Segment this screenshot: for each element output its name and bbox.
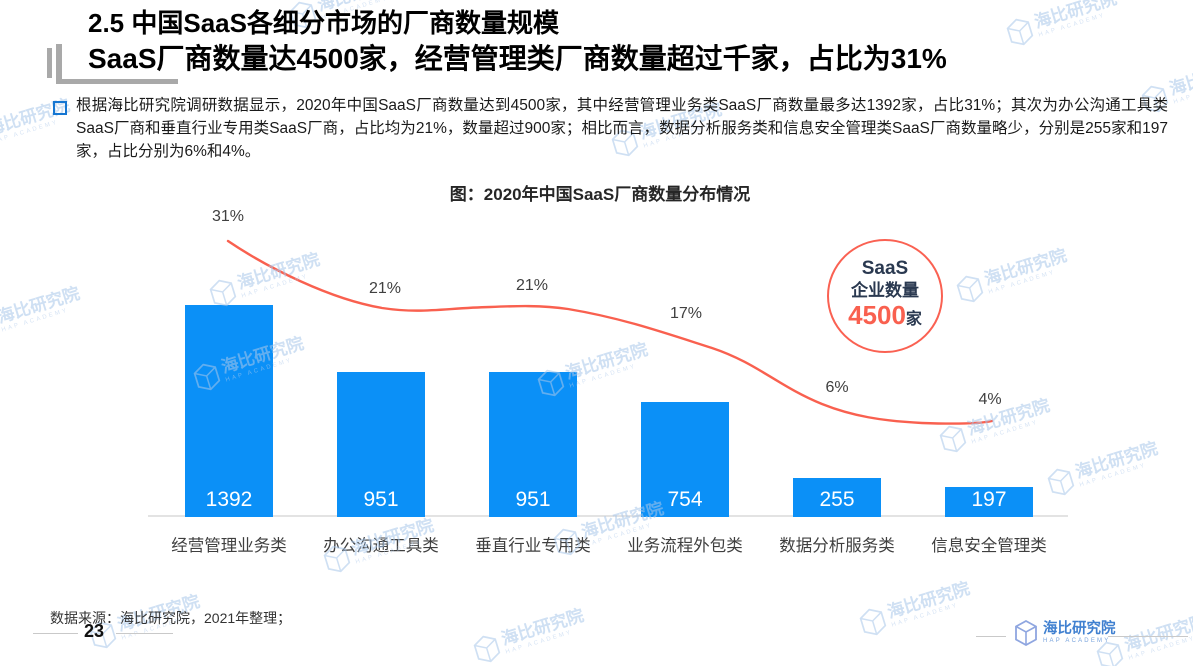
saas-total-badge: SaaS 企业数量 4500家 (827, 239, 943, 353)
bar-value-label: 255 (819, 488, 855, 511)
watermark-text: 海比研究院 (1073, 438, 1160, 482)
footer-logo-subtext: HAP ACADEMY (1043, 637, 1111, 644)
title-decoration-bar (56, 44, 62, 84)
watermark-text-block: 海比研究院 HAP ACADEMY (982, 245, 1071, 297)
watermark-subtext: HAP ACADEMY (1078, 462, 1148, 489)
percent-label: 21% (368, 280, 402, 297)
cube-logo-icon (1015, 620, 1037, 646)
watermark-text-block: 海比研究院 HAP ACADEMY (499, 605, 588, 657)
watermark-subtext: HAP ACADEMY (987, 269, 1057, 296)
category-label: 办公沟通工具类 (323, 537, 439, 555)
watermark-text: 海比研究院 (1167, 55, 1193, 99)
page-subtitle: SaaS厂商数量达4500家，经营管理类厂商数量超过千家，占比为31% (88, 43, 947, 74)
chart-title: 图：2020年中国SaaS厂商数量分布情况 (449, 185, 751, 204)
bar-value-label: 197 (971, 488, 1007, 511)
watermark-subtext: HAP ACADEMY (504, 629, 574, 656)
brand-watermark: 海比研究院 HAP ACADEMY (1003, 0, 1121, 49)
footer-logo-name: 海比研究院 (1043, 620, 1116, 637)
bar-value-label: 951 (363, 488, 399, 511)
bullet-square-icon (53, 101, 67, 115)
bar-3: 754 (641, 402, 729, 517)
footer-logo-text: 海比研究院 HAP ACADEMY (1043, 620, 1116, 645)
percent-label: 21% (515, 277, 549, 294)
watermark-subtext: HAP ACADEMY (1037, 12, 1107, 39)
watermark-subtext: HAP ACADEMY (0, 119, 60, 146)
badge-value-line: 4500家 (848, 301, 922, 334)
badge-line2: 企业数量 (851, 281, 919, 300)
brand-watermark: 海比研究院 HAP ACADEMY (856, 579, 974, 639)
brand-watermark: 海比研究院 HAP ACADEMY (470, 606, 588, 666)
page-number: 23 (84, 621, 105, 641)
bar-1: 951 (337, 372, 425, 517)
badge-value: 4500 (848, 300, 906, 330)
page-number-rule-right (116, 633, 173, 634)
watermark-text: 海比研究院 (982, 245, 1069, 289)
bar-4: 255 (793, 478, 881, 517)
bar-value-label: 951 (515, 488, 551, 511)
category-label: 经营管理业务类 (171, 537, 287, 555)
percent-label: 31% (211, 208, 245, 225)
watermark-subtext: HAP ACADEMY (1172, 79, 1193, 106)
watermark-subtext: HAP ACADEMY (890, 602, 960, 629)
brand-watermark: 海比研究院 HAP ACADEMY (1044, 439, 1162, 499)
brand-watermark: 海比研究院 HAP ACADEMY (0, 284, 85, 344)
brand-watermark: 海比研究院 HAP ACADEMY (953, 246, 1071, 306)
x-axis-line (148, 515, 1068, 517)
title-decoration-underline (56, 79, 178, 84)
watermark-subtext: HAP ACADEMY (970, 419, 1040, 446)
footer-logo: 海比研究院 HAP ACADEMY (1014, 620, 1116, 646)
page-number-rule-left (33, 633, 78, 634)
watermark-text-block: 海比研究院 HAP ACADEMY (235, 249, 324, 301)
title-decoration-bar (47, 48, 52, 78)
cube-logo-icon (473, 635, 501, 663)
watermark-text-block: 海比研究院 HAP ACADEMY (0, 283, 84, 335)
page-title: 2.5 中国SaaS各细分市场的厂商数量规模 (88, 8, 559, 38)
cube-logo-icon (956, 275, 984, 303)
watermark-text: 海比研究院 (885, 578, 972, 622)
intro-paragraph: 根据海比研究院调研数据显示，2020年中国SaaS厂商数量达到4500家，其中经… (76, 97, 1168, 160)
bar-5: 197 (945, 487, 1033, 517)
bar-2: 951 (489, 372, 577, 517)
watermark-text-block: 海比研究院 HAP ACADEMY (1167, 55, 1193, 107)
bar-value-label: 754 (667, 488, 703, 511)
watermark-text: 海比研究院 (235, 249, 322, 293)
title-block: 2.5 中国SaaS各细分市场的厂商数量规模 SaaS厂商数量达4500家，经营… (88, 6, 947, 78)
watermark-text: 海比研究院 (1032, 0, 1119, 32)
percent-label: 4% (978, 391, 1002, 408)
cube-logo-icon (1006, 18, 1034, 46)
bar-value-label: 1392 (205, 488, 253, 511)
category-label: 垂直行业专用类 (475, 537, 591, 555)
watermark-subtext: HAP ACADEMY (240, 273, 310, 300)
badge-unit: 家 (905, 311, 922, 328)
brand-watermark: 海比研究院 HAP ACADEMY (206, 250, 324, 310)
watermark-text: 海比研究院 (0, 283, 82, 327)
badge-line1: SaaS (861, 258, 909, 279)
logo-rule-right (1108, 636, 1188, 637)
watermark-text-block: 海比研究院 HAP ACADEMY (1073, 438, 1162, 490)
watermark-subtext: HAP ACADEMY (568, 363, 638, 390)
watermark-subtext: HAP ACADEMY (1127, 635, 1193, 662)
percent-label: 17% (669, 305, 703, 322)
watermark-text-block: 海比研究院 HAP ACADEMY (1122, 611, 1193, 663)
watermark-text-block: 海比研究院 HAP ACADEMY (885, 578, 974, 630)
watermark-text: 海比研究院 (1122, 611, 1193, 655)
watermark-text: 海比研究院 (499, 605, 586, 649)
cube-logo-icon (1047, 468, 1075, 496)
bar-0: 1392 (185, 305, 273, 517)
cube-logo-icon (939, 425, 967, 453)
category-label: 信息安全管理类 (931, 537, 1047, 555)
watermark-subtext: HAP ACADEMY (0, 307, 70, 334)
cube-logo-icon (859, 608, 887, 636)
logo-rule-left (976, 636, 1006, 637)
watermark-text-block: 海比研究院 HAP ACADEMY (1032, 0, 1121, 39)
percent-label: 6% (825, 379, 849, 396)
category-label: 数据分析服务类 (779, 537, 895, 555)
category-label: 业务流程外包类 (627, 537, 743, 555)
